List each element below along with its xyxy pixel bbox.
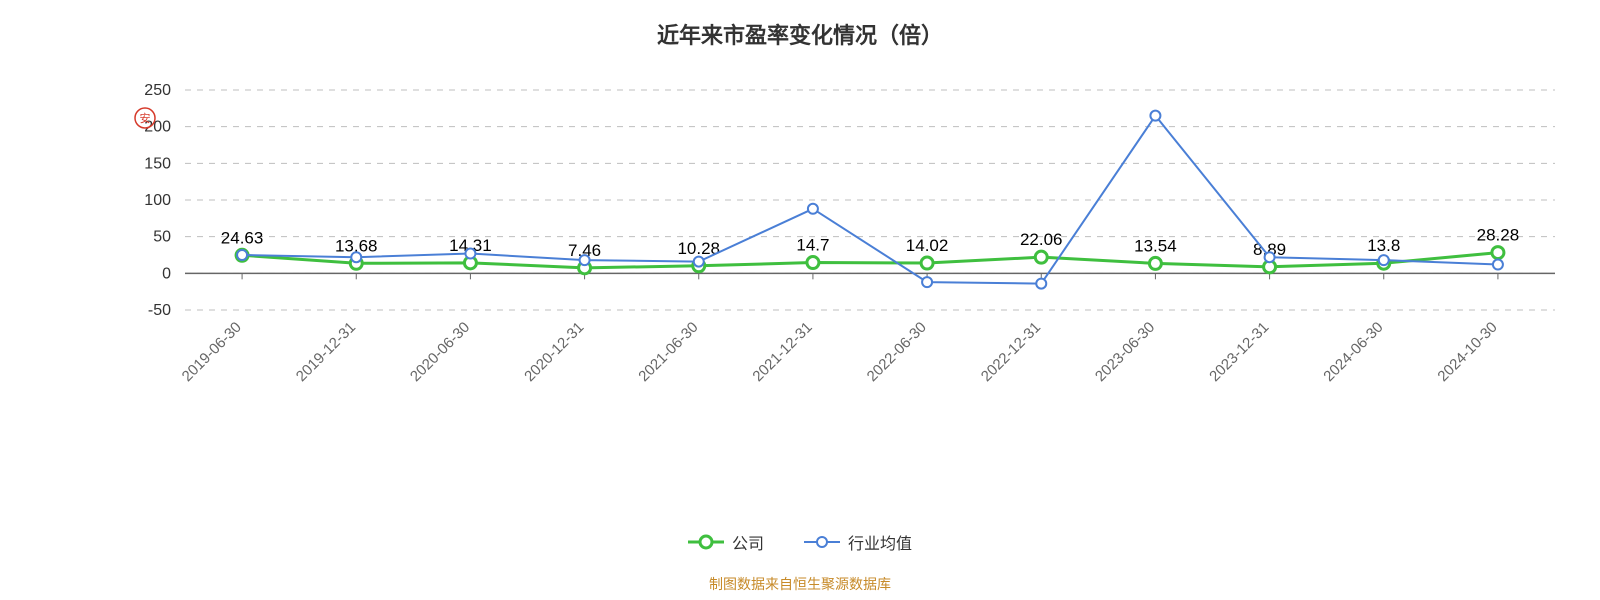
x-category-label: 2022-06-30 [864,319,930,385]
legend-item-company[interactable]: 公司 [688,530,764,554]
x-category-label: 2020-12-31 [521,319,587,385]
data-label-company: 22.06 [1020,230,1063,249]
legend-item-industry[interactable]: 行业均值 [804,530,912,554]
x-category-label: 2024-06-30 [1320,319,1386,385]
series-marker-industry [351,252,361,262]
legend-label-industry: 行业均值 [848,530,912,554]
series-marker-industry [1150,111,1160,121]
y-tick-label: 250 [144,82,171,99]
x-category-label: 2020-06-30 [407,319,473,385]
series-marker-industry [1379,255,1389,265]
series-marker-industry [237,250,247,260]
series-marker-company [807,257,819,269]
x-category-label: 2023-06-30 [1092,319,1158,385]
chart-legend: 公司 行业均值 [0,530,1600,554]
series-marker-industry [922,277,932,287]
x-category-label: 2021-06-30 [635,319,701,385]
watermark-text: 安 [140,111,151,125]
data-label-company: 14.02 [906,236,949,255]
x-category-label: 2024-10-30 [1434,319,1500,385]
series-marker-industry [1493,260,1503,270]
series-marker-company [1035,251,1047,263]
data-label-company: 14.7 [796,236,829,255]
data-label-company: 24.63 [221,228,264,247]
x-category-label: 2023-12-31 [1206,319,1272,385]
series-marker-industry [694,257,704,267]
legend-swatch-company [688,532,724,552]
series-marker-company [921,257,933,269]
chart-source-note: 制图数据来自恒生聚源数据库 [0,574,1600,594]
series-marker-industry [808,204,818,214]
x-category-label: 2019-12-31 [293,319,359,385]
series-marker-industry [580,255,590,265]
y-tick-label: 150 [144,155,171,172]
x-category-label: 2022-12-31 [978,319,1044,385]
series-marker-company [1149,257,1161,269]
series-marker-industry [1265,252,1275,262]
legend-swatch-industry [804,534,840,550]
series-marker-company [1492,247,1504,259]
series-marker-industry [465,249,475,259]
x-category-label: 2019-06-30 [179,319,245,385]
legend-label-company: 公司 [732,530,764,554]
data-label-company: 13.54 [1134,236,1177,255]
y-tick-label: -50 [148,302,171,319]
series-marker-industry [1036,279,1046,289]
y-tick-label: 50 [153,229,171,246]
chart-plot-area: -500501001502002502019-06-302019-12-3120… [0,0,1600,600]
y-tick-label: 0 [162,265,171,282]
y-tick-label: 100 [144,192,171,209]
data-label-company: 13.8 [1367,236,1400,255]
pe-line-chart: 近年来市盈率变化情况（倍） -500501001502002502019-06-… [0,0,1600,600]
x-category-label: 2021-12-31 [749,319,815,385]
data-label-company: 28.28 [1477,226,1520,245]
